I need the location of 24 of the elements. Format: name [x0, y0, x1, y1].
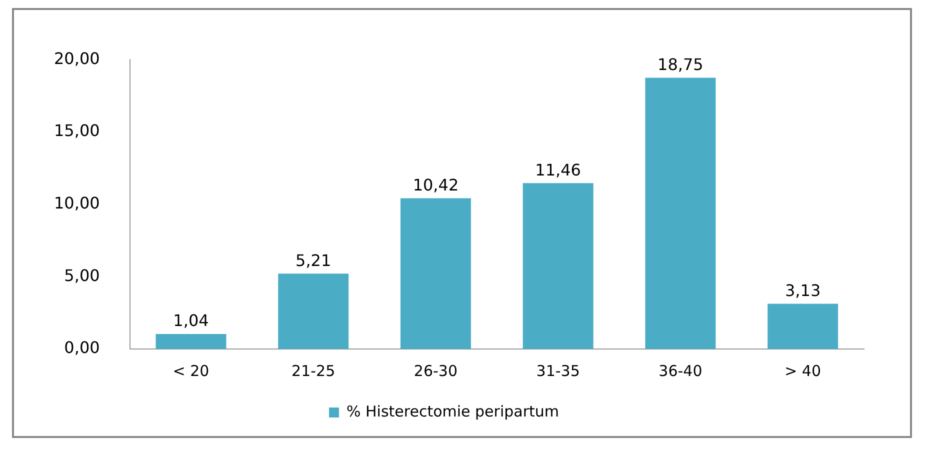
x-tick-label: 26-30 — [414, 362, 458, 380]
legend-label: % Histerectomie peripartum — [346, 402, 560, 420]
data-label: 10,42 — [412, 175, 459, 194]
y-tick-label: 20,00 — [54, 48, 100, 68]
x-tick-label: > 40 — [784, 362, 822, 380]
data-label: 1,04 — [173, 311, 209, 330]
bar — [400, 198, 471, 349]
x-tick-label: 21-25 — [292, 362, 336, 380]
data-label: 18,75 — [658, 54, 704, 74]
y-tick-label: 0,00 — [64, 338, 100, 358]
data-label: 11,46 — [535, 160, 581, 180]
data-label: 3,13 — [785, 280, 821, 300]
y-tick-label: 15,00 — [54, 121, 100, 140]
x-tick-label: 31-35 — [536, 362, 580, 380]
x-tick-label: 36-40 — [658, 362, 702, 380]
bar — [768, 304, 838, 349]
bar — [156, 334, 226, 349]
y-tick-label: 5,00 — [64, 266, 100, 285]
bar — [278, 274, 349, 349]
y-tick-label: 10,00 — [54, 193, 100, 212]
data-label: 5,21 — [296, 250, 332, 270]
bar — [522, 183, 594, 349]
x-tick-label: < 20 — [172, 362, 210, 380]
bar — [645, 78, 716, 349]
